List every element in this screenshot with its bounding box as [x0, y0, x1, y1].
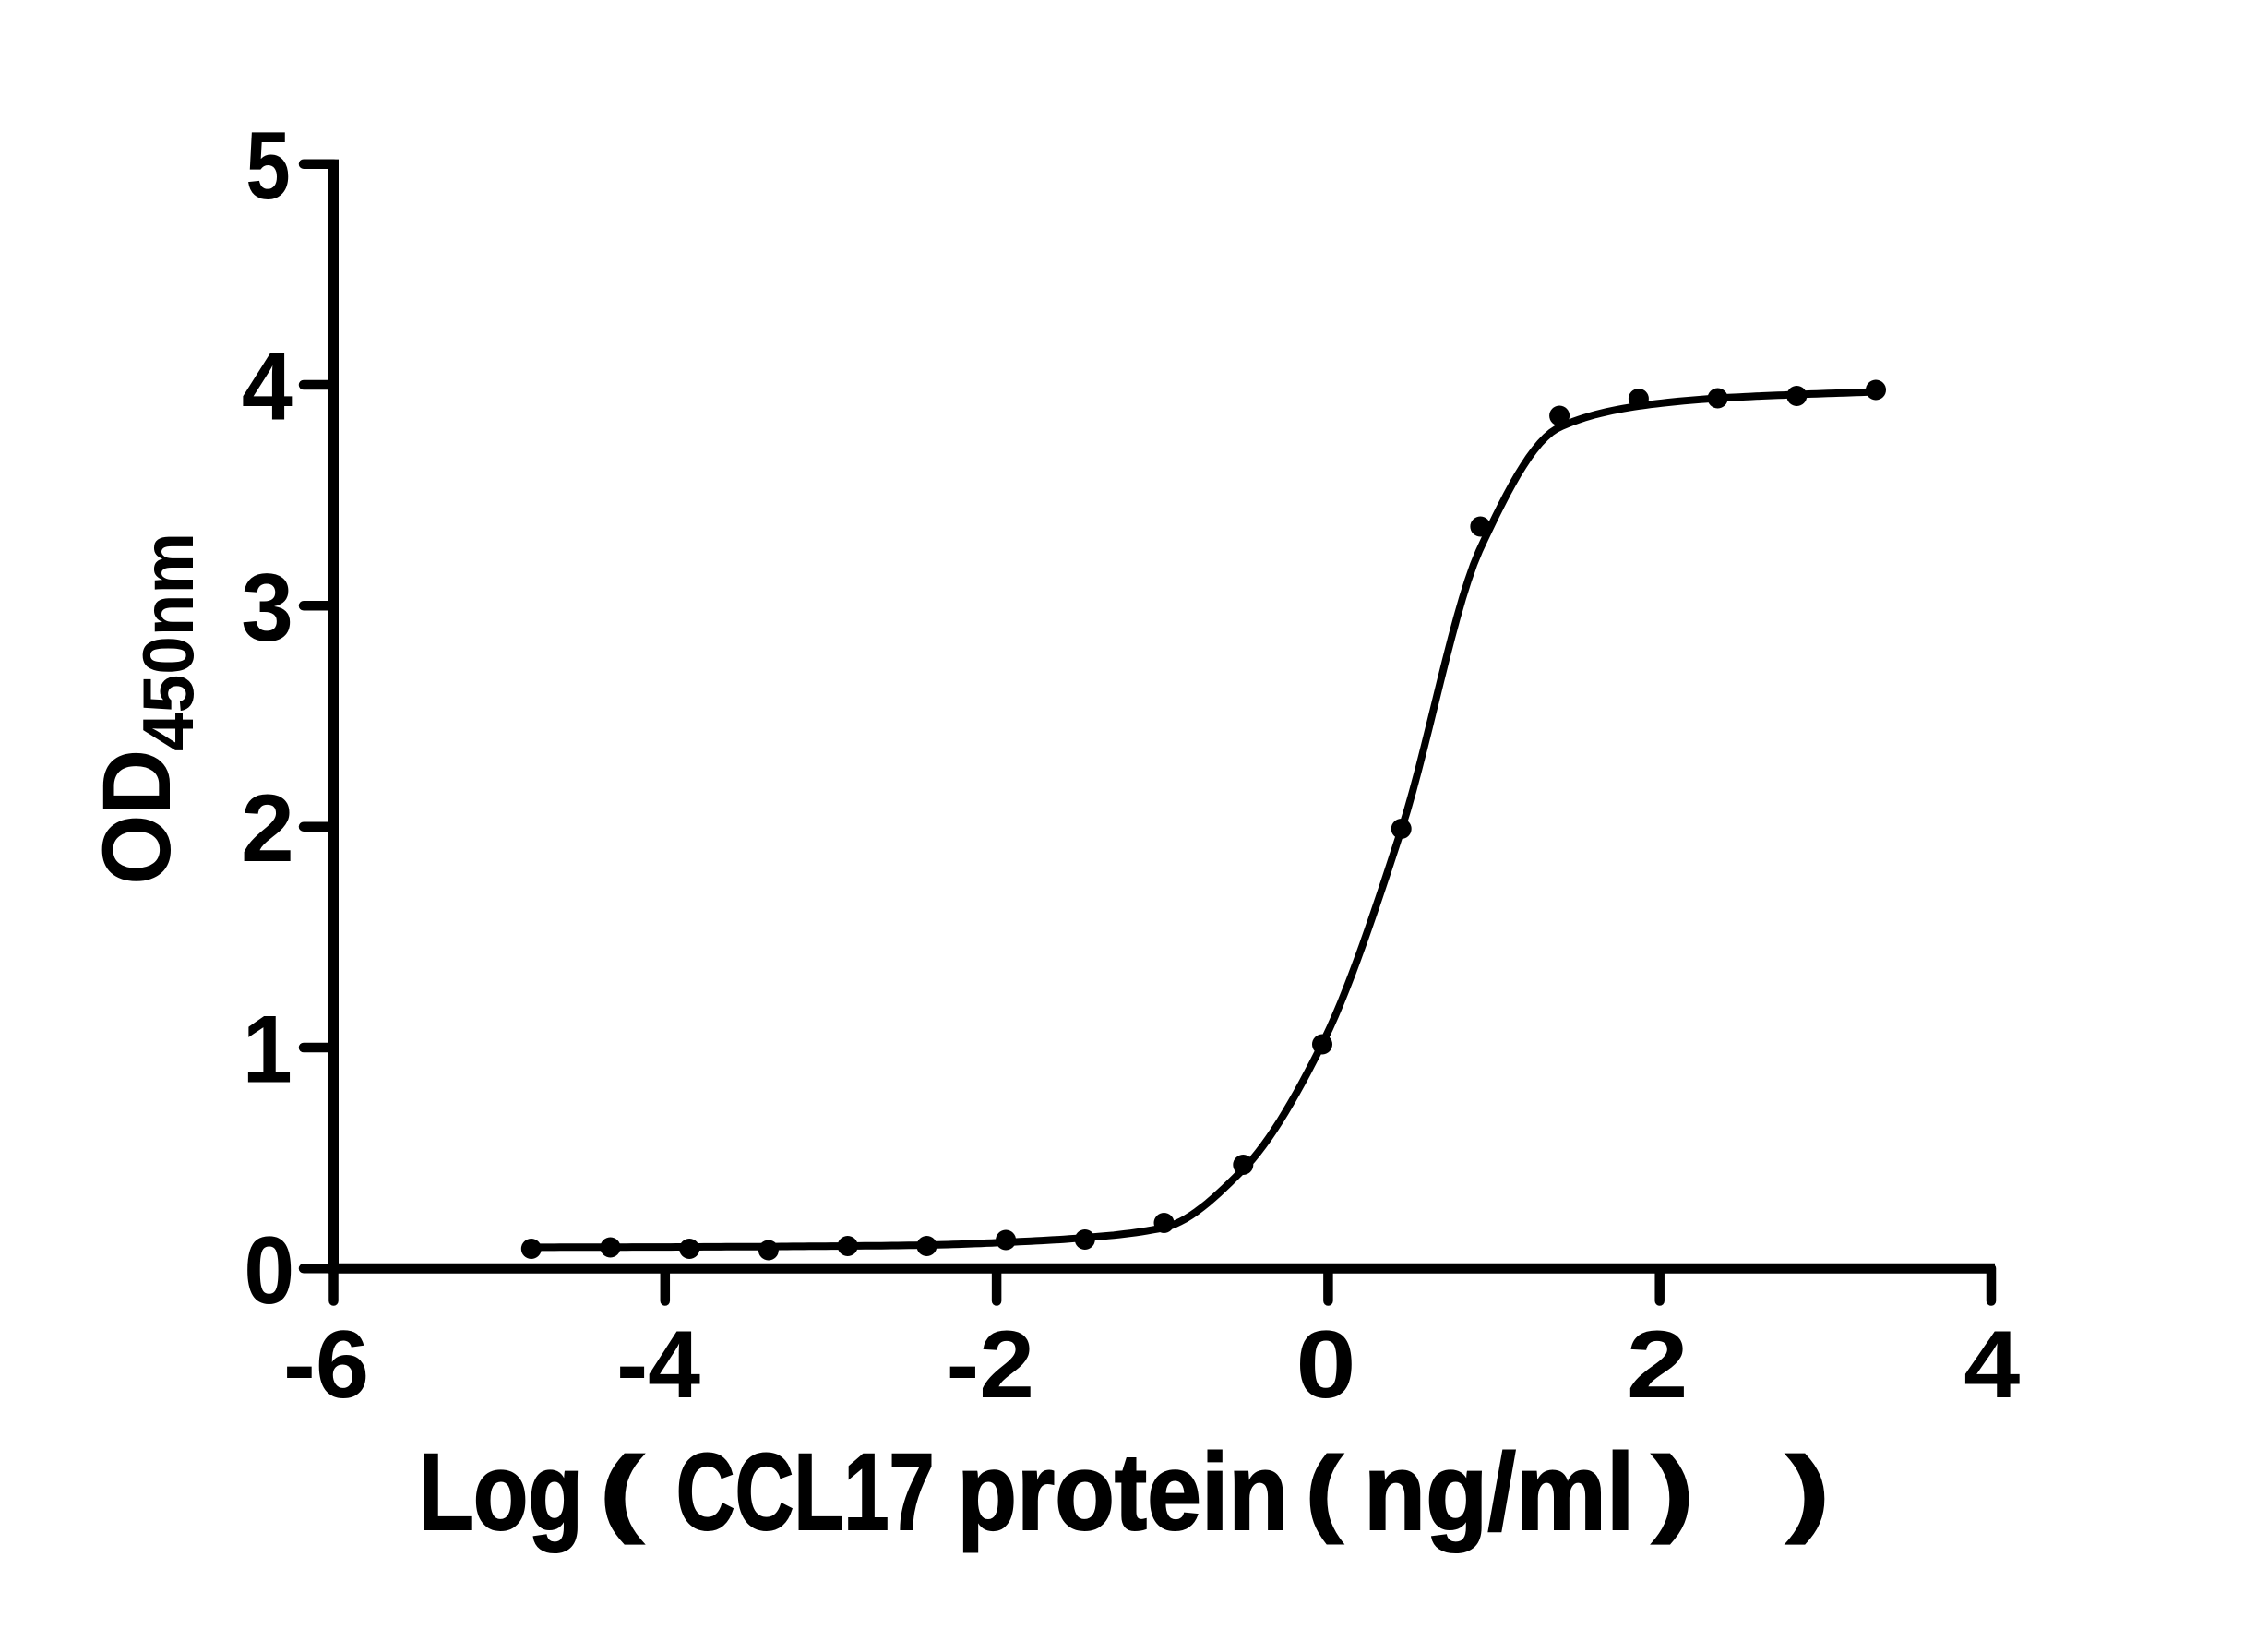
svg-text:(: (: [600, 1438, 644, 1545]
svg-text:0: 0: [1295, 1312, 1355, 1419]
svg-text:4: 4: [1964, 1312, 2020, 1419]
svg-text:4: 4: [242, 334, 293, 441]
svg-text:protein: protein: [957, 1431, 1288, 1553]
svg-text:450nm: 450nm: [127, 533, 209, 751]
svg-text:2: 2: [1627, 1312, 1689, 1419]
svg-text:1: 1: [243, 997, 292, 1104]
svg-text:): ): [1653, 1438, 1694, 1545]
svg-text:OD: OD: [83, 749, 191, 885]
svg-text:2: 2: [241, 775, 294, 882]
svg-text:-6: -6: [283, 1312, 369, 1419]
svg-text:Log: Log: [418, 1431, 582, 1553]
svg-text:CCL17: CCL17: [676, 1431, 935, 1553]
svg-text:0: 0: [244, 1217, 294, 1324]
svg-text:): ): [1786, 1438, 1830, 1545]
svg-text:-2: -2: [947, 1312, 1035, 1419]
svg-text:ng/ml: ng/ml: [1364, 1431, 1635, 1553]
svg-text:3: 3: [241, 555, 293, 662]
svg-text:(: (: [1306, 1438, 1343, 1545]
svg-text:5: 5: [245, 113, 290, 220]
svg-text:-4: -4: [616, 1312, 700, 1419]
